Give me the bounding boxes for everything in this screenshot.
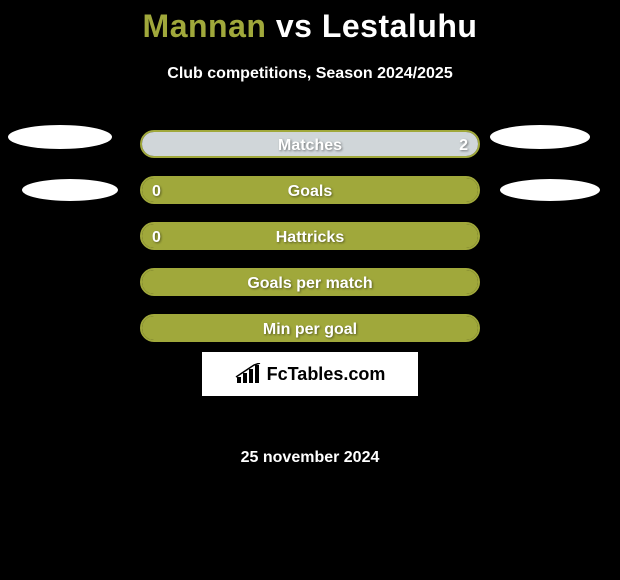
stat-bar: Goals per match (140, 268, 480, 296)
comparison-chart: Matches2 Goals0 Hattricks0 Goals per match M… (0, 121, 620, 381)
stat-bar: Goals0 (140, 176, 480, 204)
bar-right-segment (142, 132, 478, 156)
title-player2: Lestaluhu (322, 8, 478, 44)
logo-text: FcTables.com (267, 364, 386, 385)
decorative-ellipse (500, 179, 600, 201)
decorative-ellipse (22, 179, 118, 201)
bar-left-segment (142, 224, 478, 248)
stat-bar: Min per goal (140, 314, 480, 342)
stat-row: Goals per match (0, 259, 620, 305)
stat-value-left: 0 (152, 178, 161, 204)
stat-bar: Matches2 (140, 130, 480, 158)
decorative-ellipse (490, 125, 590, 149)
subtitle: Club competitions, Season 2024/2025 (0, 65, 620, 83)
title-player1: Mannan (143, 8, 267, 44)
title-vs: vs (276, 8, 313, 44)
page-title: Mannan vs Lestaluhu (0, 0, 620, 45)
stat-row: Hattricks0 (0, 213, 620, 259)
stat-value-left: 0 (152, 224, 161, 250)
bar-left-segment (142, 270, 478, 294)
date-label: 25 november 2024 (0, 449, 620, 467)
logo-box: FcTables.com (202, 352, 418, 396)
decorative-ellipse (8, 125, 112, 149)
bar-left-segment (142, 316, 478, 340)
stat-row: Min per goal (0, 305, 620, 351)
bar-left-segment (142, 178, 478, 202)
bar-chart-icon (235, 363, 261, 385)
stat-bar: Hattricks0 (140, 222, 480, 250)
stat-value-right: 2 (459, 132, 468, 158)
